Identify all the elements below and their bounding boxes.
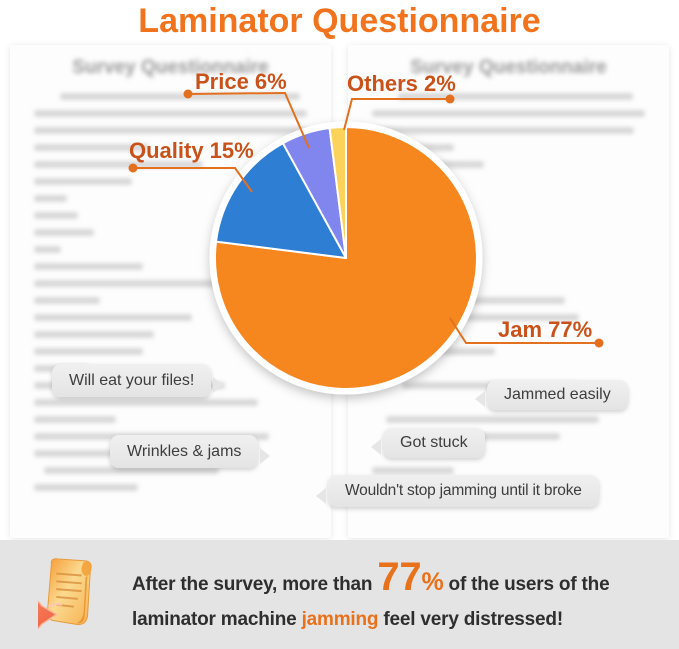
banner-line1-prefix: After the survey, more than <box>132 574 378 595</box>
blurred-text-line <box>34 348 144 355</box>
quote-bubble: Got stuck <box>371 428 485 458</box>
blurred-text-line <box>34 110 307 117</box>
blurred-text-line <box>386 348 496 355</box>
blurred-text-line <box>372 110 645 117</box>
blurred-text-line <box>34 416 116 423</box>
blurred-text-line <box>386 416 599 423</box>
blurred-text-line <box>34 263 144 270</box>
banner-line1: After the survey, more than 77% of the u… <box>132 556 662 606</box>
blurred-text-line <box>386 161 485 168</box>
pie-label-quality: Quality 15% <box>129 138 254 163</box>
blurred-text-line <box>372 144 454 151</box>
pie-label-others: Others 2% <box>347 71 456 96</box>
quote-bubble: Wrinkles & jams <box>110 435 271 468</box>
summary-banner: After the survey, more than 77% of the u… <box>0 540 679 649</box>
blurred-text-line <box>372 127 635 134</box>
blurred-text-line <box>34 314 193 321</box>
blurred-text-line <box>34 331 155 338</box>
quote-bubble: Jammed easily <box>475 380 628 410</box>
banner-big-number: 77 <box>377 555 422 599</box>
quote-bubble: Will eat your files! <box>52 364 224 397</box>
pie-slice-others <box>328 125 347 259</box>
banner-highlight-word: jamming <box>301 609 379 630</box>
banner-line2-suffix: feel very distressed! <box>378 609 563 630</box>
survey-document-header: Survey Questionnaire <box>72 57 269 78</box>
pie-label-price: Price 6% <box>195 69 287 94</box>
blurred-text-line <box>34 212 78 219</box>
banner-percent-sign: % <box>421 568 444 596</box>
banner-line2: laminator machine jamming feel very dist… <box>132 606 662 633</box>
blurred-text-line <box>34 178 133 185</box>
blurred-text-line <box>34 484 138 491</box>
survey-scroll-icon <box>38 558 92 630</box>
blurred-text-line <box>34 144 149 151</box>
blurred-text-line <box>412 297 565 304</box>
banner-line2-prefix: laminator machine <box>132 609 302 630</box>
blurred-text-line <box>34 246 62 253</box>
blurred-text-line <box>34 450 176 457</box>
blurred-text-line <box>34 161 204 168</box>
blurred-text-line <box>60 93 301 100</box>
blurred-text-line <box>372 467 454 474</box>
page-title: Laminator Questionnaire <box>138 2 541 40</box>
survey-document-right: Survey Questionnaire <box>348 45 669 538</box>
blurred-text-line <box>34 280 247 287</box>
blurred-text-line <box>34 195 67 202</box>
pie-label-jam: Jam 77% <box>498 317 593 342</box>
quote-bubble: Wouldn't stop jamming until it broke <box>316 475 599 507</box>
banner-text: After the survey, more than 77% of the u… <box>132 556 662 633</box>
blurred-text-line <box>34 127 307 134</box>
blurred-text-line <box>398 93 633 100</box>
blurred-text-line <box>34 229 95 236</box>
blurred-text-line <box>34 297 100 304</box>
blurred-text-line <box>44 467 219 474</box>
survey-document-header: Survey Questionnaire <box>410 57 607 78</box>
blurred-text-line <box>34 399 258 406</box>
banner-line1-suffix: of the users of the <box>443 574 610 595</box>
